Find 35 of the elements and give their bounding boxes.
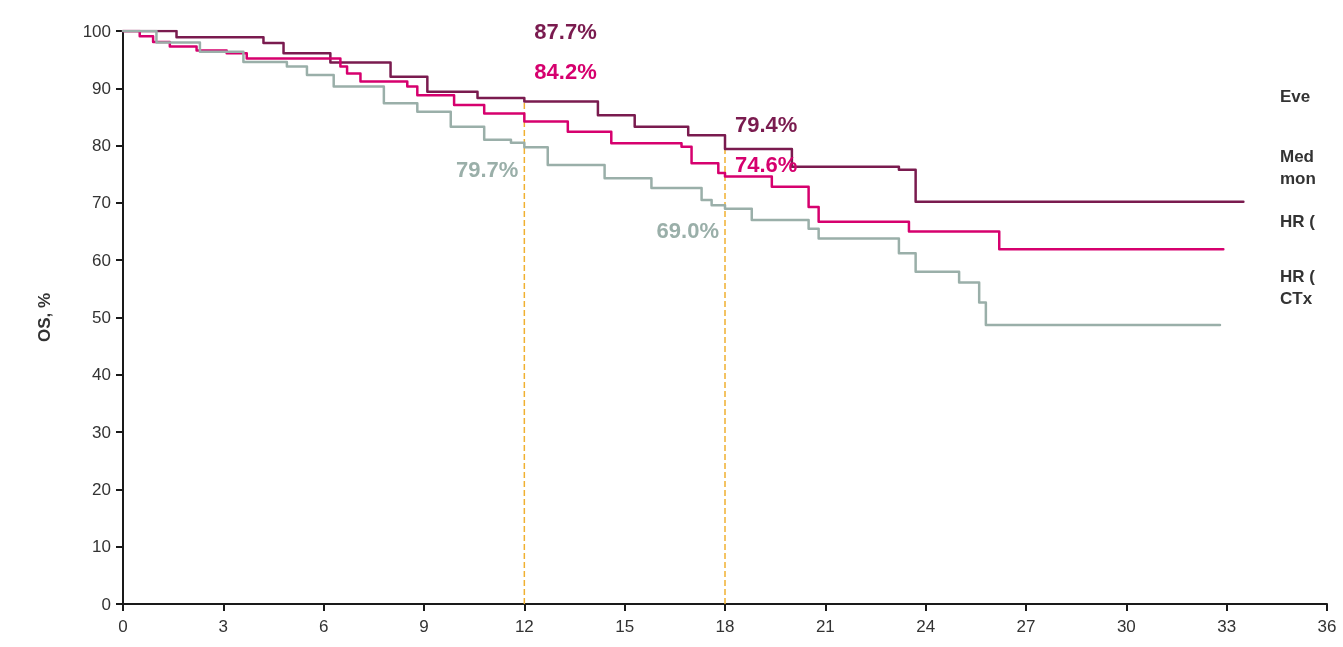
annotation: HR ( CTx <box>1280 266 1320 308</box>
data-label: 87.7% <box>534 18 597 44</box>
annotation: Eve <box>1280 86 1311 106</box>
data-label: 69.0% <box>656 218 719 244</box>
data-label: 84.2% <box>534 58 597 84</box>
x-tick-label: 24 <box>916 617 936 636</box>
annotation: HR ( <box>1280 211 1316 231</box>
y-tick-label: 80 <box>92 136 111 156</box>
data-label: 74.6% <box>735 151 798 177</box>
annotation: Med mon <box>1280 146 1319 188</box>
y-tick-label: 100 <box>82 21 111 41</box>
data-label: 79.4% <box>735 111 798 137</box>
y-tick-label: 20 <box>92 479 111 499</box>
x-tick-label: 9 <box>419 617 429 636</box>
x-tick-label: 15 <box>615 617 635 636</box>
x-tick-label: 12 <box>514 617 534 636</box>
y-tick-label: 90 <box>92 78 111 98</box>
x-tick-label: 0 <box>118 617 128 636</box>
x-tick-label: 3 <box>218 617 229 636</box>
data-label: 79.7% <box>455 156 519 182</box>
x-tick-label: 6 <box>318 617 329 636</box>
y-tick-label: 0 <box>101 594 111 614</box>
y-tick-label: 10 <box>92 537 111 557</box>
x-tick-label: 18 <box>715 617 735 636</box>
y-tick-label: 60 <box>92 250 111 270</box>
x-tick-label: 30 <box>1116 617 1136 636</box>
y-tick-label: 70 <box>92 193 111 213</box>
x-tick-label: 27 <box>1016 617 1036 636</box>
x-tick-label: 36 <box>1317 617 1337 636</box>
y-tick-label: 50 <box>92 308 111 327</box>
y-tick-label: 40 <box>92 365 111 385</box>
y-axis-title: OS, % <box>35 292 54 343</box>
x-tick-label: 21 <box>815 617 835 636</box>
x-tick-label: 33 <box>1217 617 1237 636</box>
y-tick-label: 30 <box>92 422 111 442</box>
